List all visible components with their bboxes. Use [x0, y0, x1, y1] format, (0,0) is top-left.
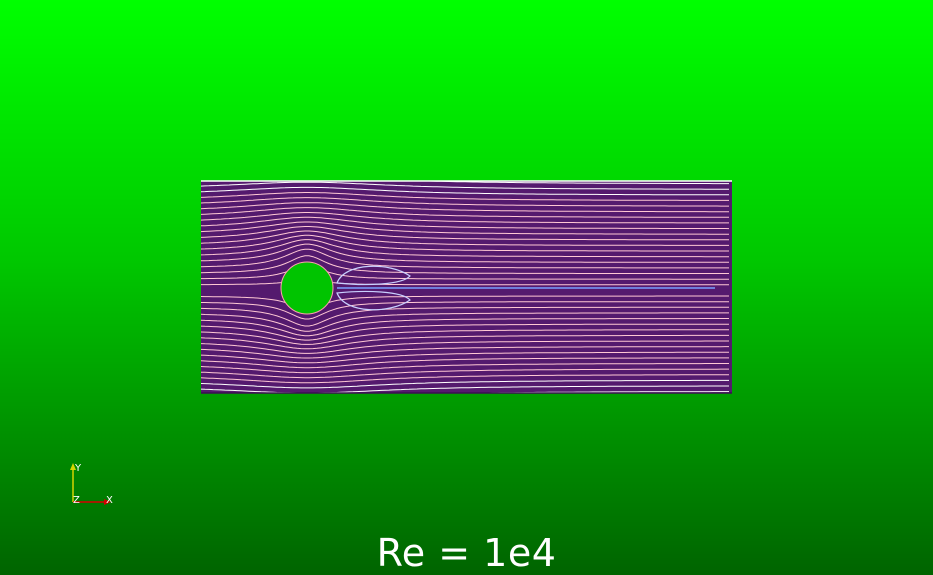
streamline: [201, 192, 729, 201]
streamline: [201, 186, 729, 196]
orientation-axes: Y X Z: [70, 463, 113, 506]
streamline: [201, 363, 729, 374]
streamline: [201, 306, 729, 327]
streamline: [201, 351, 729, 364]
streamline: [201, 368, 729, 379]
streamline: [412, 181, 729, 185]
streamline: [201, 234, 729, 252]
wake-recirculation: [336, 265, 715, 311]
streamline: [201, 226, 729, 241]
streamline: [201, 243, 729, 263]
streamline: [456, 391, 729, 393]
streamline: [201, 202, 729, 213]
y-axis-arrowhead: [70, 463, 76, 470]
x-axis-arrowhead: [104, 499, 111, 505]
wake-eddy-lower: [336, 290, 411, 311]
streamline: [201, 230, 729, 246]
streamline: [201, 248, 729, 269]
z-axis-label: Z: [73, 495, 80, 506]
streamline: [201, 181, 729, 190]
streamline: [201, 340, 729, 354]
streamline: [201, 255, 729, 274]
streamline: [201, 207, 729, 218]
wake-eddy-upper: [336, 265, 411, 286]
streamline: [201, 197, 729, 207]
streamline: [201, 357, 729, 369]
streamline: [201, 374, 729, 384]
streamline: [201, 301, 729, 320]
y-axis-label: Y: [74, 463, 82, 474]
x-axis-label: X: [106, 495, 113, 506]
flow-domain: [201, 180, 732, 394]
streamline: [201, 212, 729, 224]
cylinder-outline: [280, 261, 334, 315]
cylinder-obstacle: [281, 262, 333, 314]
streamline: [201, 346, 729, 359]
streamline: [201, 239, 729, 258]
streamline: [201, 318, 729, 337]
streamline: [201, 323, 729, 341]
streamline: [201, 216, 730, 230]
streamline: [201, 329, 729, 345]
streamline: [201, 334, 729, 350]
reynolds-number-caption: Re = 1e4: [376, 531, 557, 575]
streamline: [201, 379, 729, 389]
streamline: [201, 312, 729, 332]
streamline: [201, 221, 729, 235]
